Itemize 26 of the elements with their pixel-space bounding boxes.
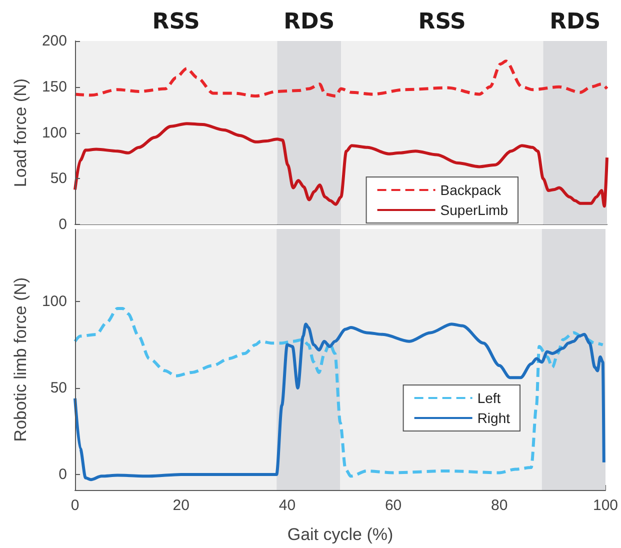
x-axis-title: Gait cycle (%) — [287, 525, 394, 544]
y-tick-label: 150 — [42, 78, 67, 96]
legend-label: Left — [477, 390, 501, 406]
y-tick-label: 50 — [50, 170, 67, 188]
x-tick-label: 60 — [384, 497, 402, 514]
x-tick-label: 0 — [70, 497, 80, 514]
x-tick-label: 40 — [278, 497, 296, 514]
x-tick-label: 100 — [592, 497, 618, 514]
y-axis-title: Load force (N) — [11, 78, 30, 188]
y-tick-label: 200 — [42, 32, 67, 50]
band-label: RDS — [284, 10, 335, 34]
legend-label: Backpack — [440, 182, 502, 198]
legend-label: SuperLimb — [440, 202, 508, 218]
band-label: RSS — [418, 10, 466, 34]
x-tick-label: 80 — [491, 497, 508, 514]
y-tick-label: 0 — [58, 466, 67, 483]
legend-label: Right — [477, 410, 510, 426]
y-tick-label: 0 — [58, 216, 67, 233]
x-tick-label: 20 — [172, 497, 190, 514]
y-tick-label: 100 — [42, 124, 67, 142]
y-tick-label: 50 — [50, 380, 67, 397]
band-label: RDS — [550, 10, 601, 34]
line-series — [74, 60, 608, 98]
y-axis-title: Robotic limb force (N) — [11, 277, 30, 442]
y-tick-label: 100 — [42, 293, 67, 310]
band-label: RSS — [152, 10, 200, 34]
